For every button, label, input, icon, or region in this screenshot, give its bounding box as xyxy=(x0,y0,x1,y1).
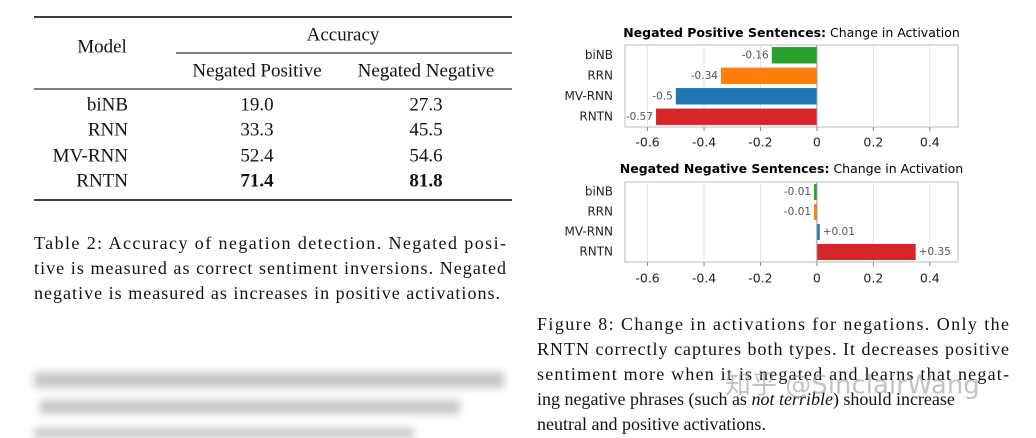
row-label: biNB xyxy=(87,94,128,115)
title-rest: Change in Activation xyxy=(833,161,963,176)
value-label: -0.16 xyxy=(742,49,769,61)
row-label: MV-RNN xyxy=(53,145,129,166)
chart-title: Negated Negative Sentences: Change in Ac… xyxy=(620,161,963,176)
category-label: RNTN xyxy=(579,109,613,123)
bar xyxy=(656,108,817,125)
table-cell: 45.5 xyxy=(409,119,442,140)
value-label: -0.01 xyxy=(784,186,811,198)
x-tick-label: -0.6 xyxy=(635,135,659,150)
bar xyxy=(720,67,817,84)
x-tick-label: 0.2 xyxy=(863,135,883,150)
table-body: biNB 19.0 27.3 RNN 33.3 45.5 MV-RNN 52.4 54.6 RNT… xyxy=(53,94,443,191)
title-rest: Change in Activation xyxy=(830,25,960,40)
table-cell: 27.3 xyxy=(409,94,442,115)
table-header: Model xyxy=(77,36,127,57)
table-cell: 54.6 xyxy=(409,145,442,166)
caption-line: ing negative phrases (such as not terrib… xyxy=(537,389,955,410)
table-header: Negated Positive xyxy=(192,60,321,81)
table-cell: 71.4 xyxy=(240,170,274,191)
x-tick-label: -0.4 xyxy=(692,271,716,286)
chart-title: Negated Positive Sentences: Change in Ac… xyxy=(623,25,960,40)
value-label: -0.01 xyxy=(784,206,811,218)
value-label: -0.57 xyxy=(626,111,653,123)
caption-part: ) should increase xyxy=(833,389,955,410)
table-cell: 81.8 xyxy=(409,170,442,191)
table-cell: 33.3 xyxy=(240,119,273,140)
charts: Negated Positive Sentences: Change in Ac… xyxy=(565,25,964,286)
category-label: RRN xyxy=(587,68,613,82)
category-label: RNTN xyxy=(579,245,613,259)
category-label: MV-RNN xyxy=(565,225,613,239)
category-label: RRN xyxy=(587,205,613,219)
value-label: -0.5 xyxy=(652,90,673,102)
x-tick-label: 0.4 xyxy=(920,135,940,150)
caption-line: RNTN correctly captures both types. It d… xyxy=(537,339,1009,359)
category-label: MV-RNN xyxy=(565,89,613,103)
caption-part: ing negative phrases (such as xyxy=(537,389,751,410)
x-tick-label: -0.6 xyxy=(635,271,659,286)
table-header: Negated Negative xyxy=(358,60,495,81)
bar xyxy=(675,88,817,105)
value-label: -0.34 xyxy=(691,70,718,82)
bar xyxy=(814,184,817,200)
caption-part: not terrible xyxy=(751,389,833,409)
caption-line: Table 2: Accuracy of negation detection.… xyxy=(34,233,506,253)
x-tick-label: 0 xyxy=(813,271,821,286)
category-label: biNB xyxy=(585,185,613,199)
title-bold: Negated Positive Sentences: xyxy=(623,25,826,40)
bar xyxy=(816,244,916,260)
table-caption: Table 2: Accuracy of negation detection.… xyxy=(34,233,506,303)
bar xyxy=(816,224,820,240)
x-tick-label: 0.4 xyxy=(920,271,940,286)
figure-caption: Figure 8: Change in activations for nega… xyxy=(537,314,1009,434)
x-tick-label: -0.2 xyxy=(748,271,772,286)
caption-line: Figure 8: Change in activations for nega… xyxy=(537,314,1009,334)
value-label: +0.35 xyxy=(919,246,951,258)
caption-line: neutral and positive activations. xyxy=(537,414,766,434)
table-cell: 19.0 xyxy=(240,94,273,115)
watermark: 知乎 @SinclairWang xyxy=(725,371,980,401)
x-tick-label: 0.2 xyxy=(863,271,883,286)
x-tick-label: -0.4 xyxy=(692,135,716,150)
title-bold: Negated Negative Sentences: xyxy=(620,161,830,176)
bar xyxy=(814,204,817,220)
table-cell: 52.4 xyxy=(240,145,274,166)
x-tick-label: 0 xyxy=(813,135,821,150)
row-label: RNTN xyxy=(76,170,128,191)
category-label: biNB xyxy=(585,48,613,62)
bar xyxy=(771,47,817,64)
row-label: RNN xyxy=(88,119,128,140)
value-label: +0.01 xyxy=(823,226,855,238)
caption-line: sentiment more when it is negated and le… xyxy=(537,364,1009,384)
caption-line: tive is measured as correct sentiment in… xyxy=(34,258,506,278)
x-tick-label: -0.2 xyxy=(748,135,772,150)
table-header: Accuracy xyxy=(307,24,380,45)
caption-line: negative is measured as increases in pos… xyxy=(34,283,500,303)
blurred-text xyxy=(34,372,504,438)
